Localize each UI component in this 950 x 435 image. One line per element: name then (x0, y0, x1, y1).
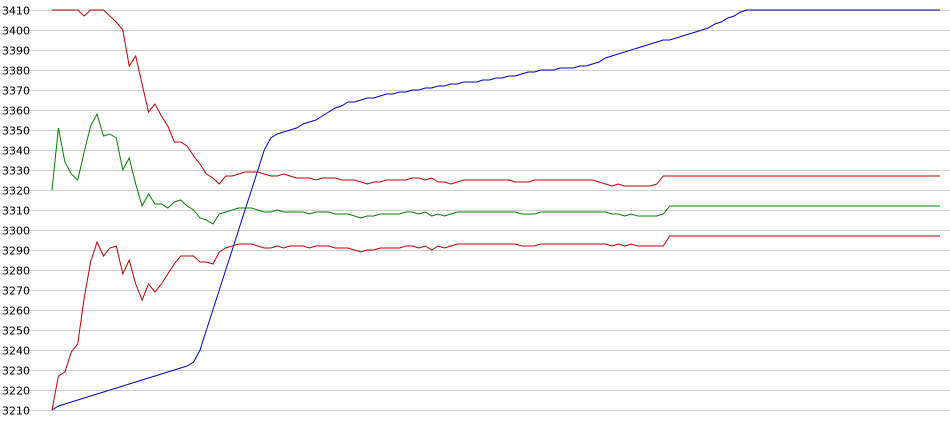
series-line-3 (51, 112, 940, 225)
y-tick-label: 3220 (2, 385, 30, 398)
y-tick-label: 3380 (2, 65, 30, 78)
series-line-4 (51, 235, 940, 411)
y-tick-label: 3400 (2, 25, 30, 38)
y-tick-label: 3410 (2, 5, 30, 18)
y-tick-label: 3250 (2, 325, 30, 338)
y-tick-label: 3370 (2, 85, 30, 98)
series-line-1 (51, 9, 940, 411)
y-tick-label: 3300 (2, 225, 30, 238)
y-tick-label: 3350 (2, 125, 30, 138)
y-axis-tick-labels: 3210 3220 3230 3240 3250 3260 3270 3280 3290 3300… (2, 5, 30, 418)
y-tick-label: 3330 (2, 165, 30, 178)
y-tick-label: 3280 (2, 265, 30, 278)
y-tick-label: 3260 (2, 305, 30, 318)
series-lines (51, 9, 940, 411)
y-tick-label: 3230 (2, 365, 30, 378)
gridlines (0, 10, 950, 411)
y-tick-label: 3290 (2, 245, 30, 258)
y-tick-label: 3270 (2, 285, 30, 298)
y-tick-label: 3340 (2, 145, 30, 158)
y-tick-label: 3240 (2, 345, 30, 358)
y-tick-label: 3210 (2, 405, 30, 418)
y-tick-label: 3390 (2, 45, 30, 58)
y-tick-label: 3310 (2, 205, 30, 218)
y-tick-label: 3320 (2, 185, 30, 198)
y-tick-label: 3360 (2, 105, 30, 118)
series-line-2 (52, 9, 940, 187)
